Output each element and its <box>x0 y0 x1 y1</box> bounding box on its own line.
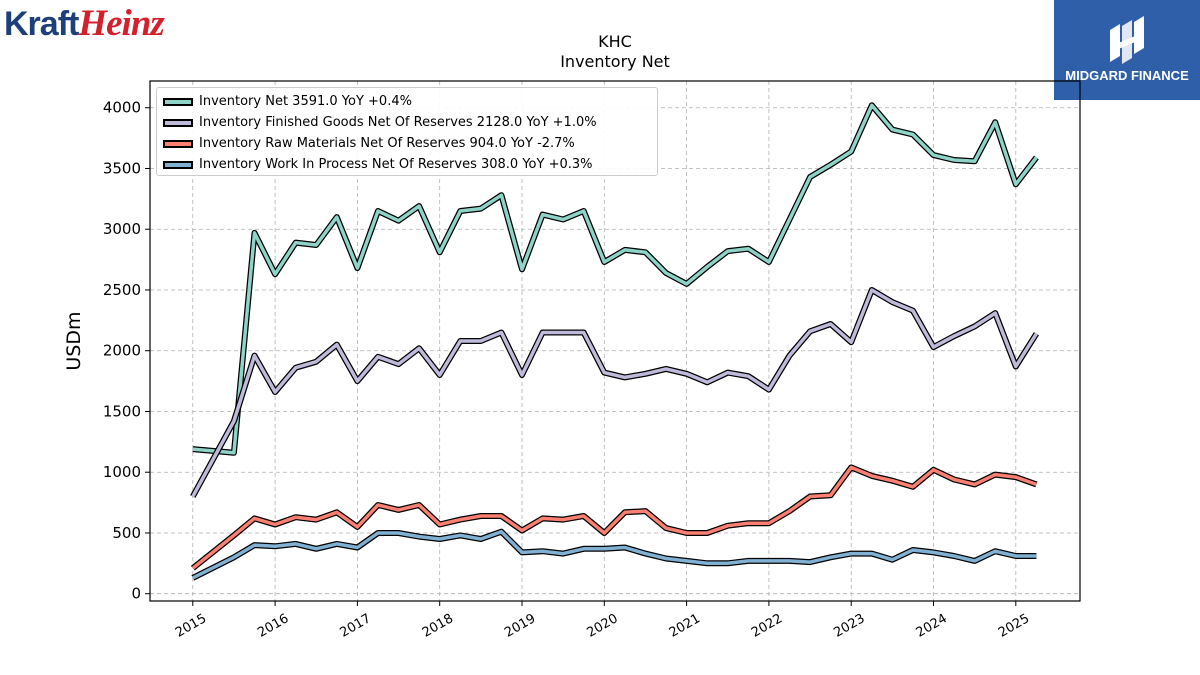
midgard-logo-icon <box>1110 16 1144 64</box>
y-tick-label: 500 <box>112 524 141 542</box>
y-axis-label: USDm <box>63 311 85 370</box>
chart-subtitle: Inventory Net <box>560 52 670 71</box>
series-2 <box>190 464 1038 571</box>
legend-label: Inventory Work In Process Net Of Reserve… <box>199 157 593 172</box>
series-0 <box>192 102 1039 456</box>
chart-title: KHC <box>598 32 632 51</box>
x-tick-label: 2020 <box>584 611 620 641</box>
x-tick-label: 2015 <box>173 611 209 641</box>
series-line <box>192 103 1038 455</box>
y-axis: 0 500 1000 1500 2000 2500 3000 3500 4000 <box>103 99 150 603</box>
plot-frame <box>149 80 1081 602</box>
legend-swatch <box>163 118 193 127</box>
y-tick-label: 3000 <box>103 220 141 238</box>
x-tick-label: 2017 <box>338 611 374 641</box>
y-tick-label: 2000 <box>103 342 141 360</box>
series-line-outline <box>190 287 1039 498</box>
legend-label: Inventory Finished Goods Net Of Reserves… <box>199 115 597 130</box>
x-tick-label: 2018 <box>420 611 456 641</box>
midgard-finance-badge: MIDGARD FINANCE <box>1054 0 1200 100</box>
series-line <box>191 288 1038 498</box>
legend-label: Inventory Raw Materials Net Of Reserves … <box>199 136 575 151</box>
series-line <box>191 465 1037 570</box>
series-line <box>192 529 1037 580</box>
legend-item: Inventory Raw Materials Net Of Reserves … <box>163 133 651 154</box>
kraft-heinz-logo: KraftHeinz <box>4 3 165 44</box>
legend-label: Inventory Net 3591.0 YoY +0.4% <box>199 94 412 109</box>
x-tick-label: 2022 <box>749 611 785 641</box>
legend-swatch <box>163 160 193 169</box>
series-3 <box>191 528 1037 581</box>
badge-label: MIDGARD FINANCE <box>1065 68 1189 83</box>
x-tick-label: 2023 <box>831 611 867 641</box>
x-tick-label: 2016 <box>255 611 291 641</box>
logo-text-kraft: Kraft <box>4 5 79 43</box>
y-tick-label: 4000 <box>103 99 141 117</box>
x-axis: 2015 2016 2017 2018 2019 2020 2021 2022 2023 2024… <box>173 601 1032 641</box>
chart-legend: Inventory Net 3591.0 YoY +0.4% Inventory … <box>156 87 658 176</box>
y-tick-label: 2500 <box>103 281 141 299</box>
legend-swatch <box>163 97 193 106</box>
y-tick-label: 1000 <box>103 463 141 481</box>
legend-item: Inventory Finished Goods Net Of Reserves… <box>163 112 651 133</box>
series-layer <box>190 102 1039 581</box>
x-tick-label: 2021 <box>667 611 703 641</box>
x-tick-label: 2025 <box>996 611 1032 641</box>
y-tick-label: 1500 <box>103 402 141 420</box>
logo-text-heinz: Heinz <box>78 3 164 44</box>
series-line-outline <box>191 528 1037 581</box>
series-1 <box>190 287 1039 498</box>
legend-item: Inventory Net 3591.0 YoY +0.4% <box>163 91 651 112</box>
y-tick-label: 3500 <box>103 159 141 177</box>
x-tick-label: 2024 <box>914 611 950 641</box>
y-tick-label: 0 <box>131 585 141 603</box>
legend-swatch <box>163 139 193 148</box>
x-tick-label: 2019 <box>502 611 538 641</box>
legend-item: Inventory Work In Process Net Of Reserve… <box>163 154 651 175</box>
